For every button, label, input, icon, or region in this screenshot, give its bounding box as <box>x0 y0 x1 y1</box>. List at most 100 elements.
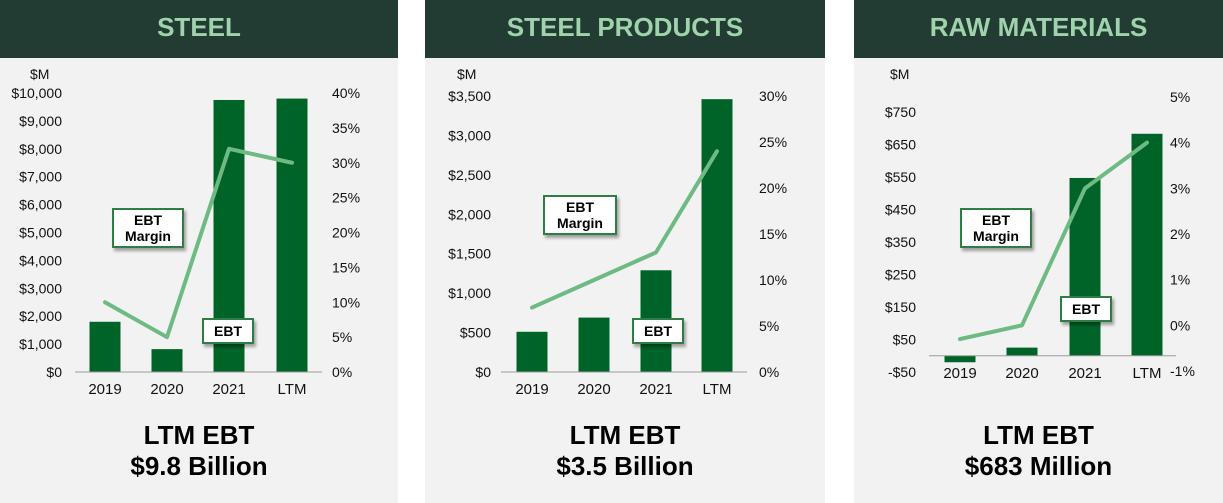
y-tick-label: $50 <box>893 332 917 348</box>
x-tick-label: 2021 <box>639 381 672 398</box>
y-tick-label: $6,000 <box>19 197 62 213</box>
ebt-margin-line <box>530 149 719 310</box>
y-axis-unit: $M <box>30 66 50 82</box>
y2-tick-label: 10% <box>759 272 787 288</box>
ebt-label: EBT <box>202 318 254 344</box>
y2-tick-label: 30% <box>332 155 360 171</box>
y2-tick-label: 1% <box>1170 272 1190 288</box>
x-tick-label: 2021 <box>1068 365 1101 382</box>
margin-label-line2: Margin <box>125 228 171 244</box>
y2-tick-label: 5% <box>759 318 779 334</box>
summary-line1: LTM EBT <box>143 420 255 450</box>
y-tick-label: $250 <box>885 267 916 283</box>
y-tick-label: $8,000 <box>19 141 62 157</box>
y-tick-label: $0 <box>46 364 62 380</box>
ebt-bar <box>1131 133 1163 356</box>
x-tick-label: 2019 <box>943 365 976 382</box>
y2-tick-label: 5% <box>332 329 352 345</box>
y-tick-label: $2,000 <box>19 308 62 324</box>
panel-steel: STEEL $M $0 $1,000 $2,000 $3,000 $4,000 $5,00… <box>0 0 398 503</box>
y-tick-label: $3,500 <box>448 88 491 104</box>
y2-tick-label: 4% <box>1170 135 1190 151</box>
x-tick-label: LTM <box>703 381 732 398</box>
y2-tick-label: -1% <box>1170 363 1195 379</box>
summary: LTM EBT $3.5 Billion <box>425 420 825 482</box>
panel-steel-products: STEEL PRODUCTS $M $0 $500 $1,000 $1,500 $2,0… <box>425 0 825 503</box>
y2-tick-label: 20% <box>332 225 360 241</box>
y-tick-label: $2,000 <box>448 206 491 222</box>
y-axis-unit: $M <box>457 66 477 82</box>
ebt-bar <box>1006 347 1038 356</box>
ebt-bar <box>701 99 733 372</box>
y-tick-label: $4,000 <box>19 252 62 268</box>
x-tick-label: 2021 <box>212 381 245 398</box>
y-tick-label: $1,000 <box>448 285 491 301</box>
ebt-bar <box>516 331 548 372</box>
y2-tick-label: 15% <box>759 226 787 242</box>
y-tick-label: $0 <box>475 364 491 380</box>
summary-line2: $3.5 Billion <box>556 451 694 481</box>
y2-tick-label: 15% <box>332 259 360 275</box>
y-tick-label: $10,000 <box>11 85 62 101</box>
ebt-bar <box>151 349 183 372</box>
y-tick-label: $1,000 <box>19 336 62 352</box>
y-tick-label: $3,000 <box>19 280 62 296</box>
y2-tick-label: 30% <box>759 88 787 104</box>
y-tick-label: $5,000 <box>19 225 62 241</box>
x-tick-label: 2019 <box>515 381 548 398</box>
chart-steel-products: $0 $500 $1,000 $1,500 $2,000 $2,500 $3,000 $3,5… <box>448 88 787 398</box>
ebt-label: EBT <box>1060 296 1112 322</box>
y2-tick-label: 0% <box>759 364 779 380</box>
y-tick-label: $500 <box>460 325 491 341</box>
x-tick-label: LTM <box>278 381 307 398</box>
summary: LTM EBT $9.8 Billion <box>0 420 398 482</box>
y-tick-label: -$50 <box>888 364 916 380</box>
ebt-margin-label: EBT Margin <box>960 208 1032 248</box>
y-tick-label: $350 <box>885 234 916 250</box>
panel-title: STEEL PRODUCTS <box>425 0 825 58</box>
ebt-bar <box>1069 177 1101 356</box>
y-axis-unit: $M <box>890 66 910 82</box>
summary-line1: LTM EBT <box>983 420 1094 450</box>
panel-title: STEEL <box>0 0 398 58</box>
y2-tick-label: 0% <box>332 364 352 380</box>
y-tick-label: $9,000 <box>19 113 62 129</box>
y-tick-label: $550 <box>885 169 916 185</box>
chart-steel: $0 $1,000 $2,000 $3,000 $4,000 $5,000 $6,000 $7… <box>11 85 360 398</box>
summary-line1: LTM EBT <box>569 420 681 450</box>
y2-tick-label: 0% <box>1170 317 1190 333</box>
summary-line2: $683 Million <box>964 451 1113 481</box>
margin-label-line1: EBT <box>982 212 1010 228</box>
ebt-bar <box>89 321 121 372</box>
ebt-margin-line <box>958 140 1149 342</box>
x-tick-label: LTM <box>1133 365 1162 382</box>
ebt-margin-label: EBT Margin <box>112 208 184 248</box>
y2-tick-label: 25% <box>759 134 787 150</box>
y2-tick-label: 20% <box>759 180 787 196</box>
y2-tick-label: 35% <box>332 120 360 136</box>
y-tick-label: $3,000 <box>448 127 491 143</box>
y2-tick-label: 3% <box>1170 180 1190 196</box>
ebt-bar <box>276 98 308 372</box>
y2-tick-label: 2% <box>1170 226 1190 242</box>
y-tick-label: $150 <box>885 299 916 315</box>
margin-label-line1: EBT <box>134 212 162 228</box>
y2-tick-label: 5% <box>1170 89 1190 105</box>
y-tick-label: $7,000 <box>19 169 62 185</box>
y2-tick-label: 40% <box>332 85 360 101</box>
x-tick-label: 2020 <box>150 381 183 398</box>
margin-label-line2: Margin <box>973 228 1019 244</box>
x-tick-label: 2020 <box>577 381 610 398</box>
y2-tick-label: 25% <box>332 190 360 206</box>
x-tick-label: 2020 <box>1005 365 1038 382</box>
panel-raw-materials: RAW MATERIALS $M -$50 $50 $150 $250 $350 $450… <box>854 0 1223 503</box>
y-tick-label: $1,500 <box>448 246 491 262</box>
ebt-bar <box>578 317 610 372</box>
summary: LTM EBT $683 Million <box>854 420 1223 482</box>
ebt-bar <box>944 355 976 363</box>
y-tick-label: $2,500 <box>448 167 491 183</box>
y-tick-label: $650 <box>885 137 916 153</box>
ebt-margin-line <box>103 146 294 340</box>
chart-raw-materials: -$50 $50 $150 $250 $350 $450 $550 $650 $750 -1% 0%… <box>885 89 1195 382</box>
y-tick-label: $750 <box>885 104 916 120</box>
